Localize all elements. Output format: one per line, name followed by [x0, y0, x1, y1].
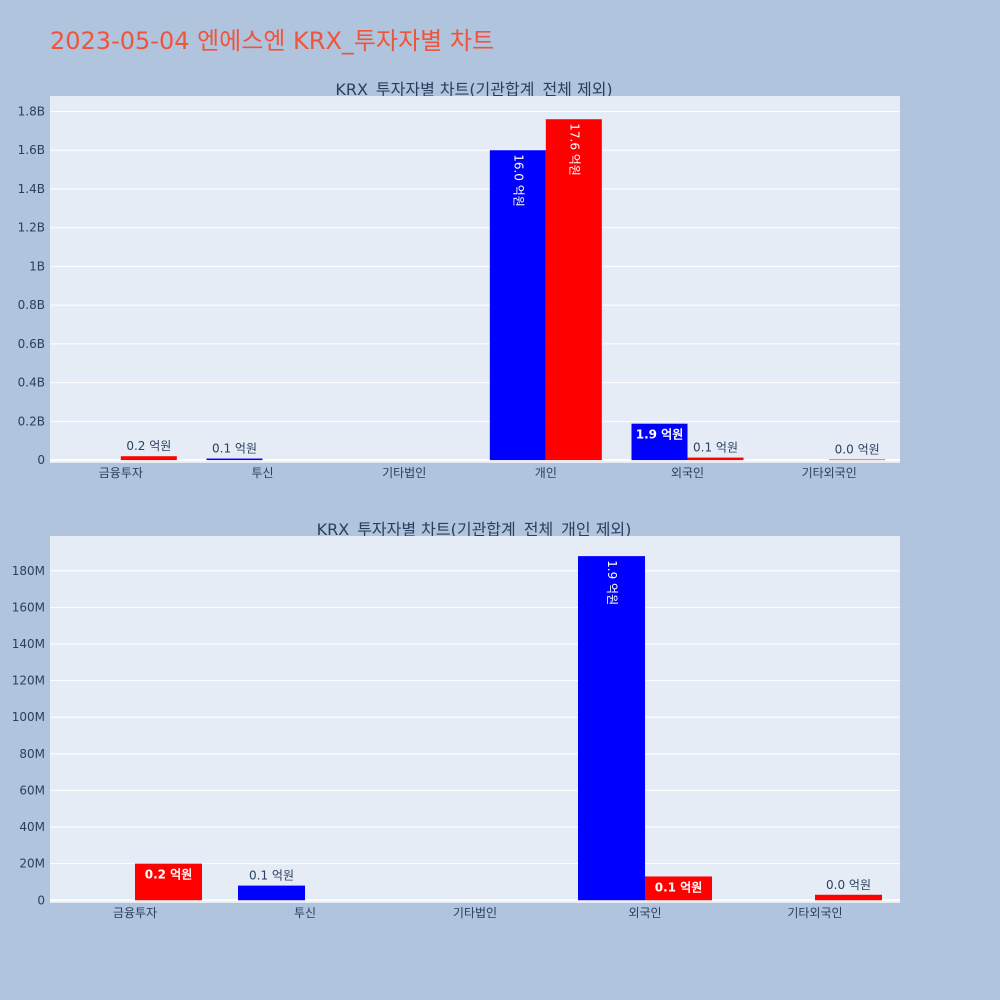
- bar-data-label: 0.1 억원: [693, 441, 738, 455]
- y-tick-label: 120M: [12, 674, 45, 688]
- y-tick-label: 1.6B: [18, 143, 45, 157]
- bar: [238, 885, 305, 901]
- y-tick-label: 20M: [19, 857, 45, 871]
- x-tick-label: 외국인: [671, 466, 704, 480]
- y-tick-label: 100M: [12, 710, 45, 724]
- y-tick-label: 1.2B: [18, 221, 45, 235]
- bar: [120, 456, 177, 461]
- y-tick-label: 0.2B: [18, 414, 45, 428]
- chart-title: KRX_투자자별 차트(기관합계_전체_개인 제외): [317, 520, 632, 540]
- x-tick-label: 금융투자: [113, 906, 157, 920]
- bar-data-label: 0.1 억원: [249, 869, 294, 883]
- bar-data-label: 0.1 억원: [212, 442, 257, 456]
- bar-data-label: 0.2 억원: [126, 439, 171, 453]
- bar: [815, 894, 882, 901]
- y-tick-label: 1B: [29, 259, 45, 273]
- bar-data-label: 1.9 억원: [636, 428, 684, 442]
- y-tick-label: 80M: [19, 747, 45, 761]
- x-tick-label: 투신: [294, 906, 316, 920]
- bar-data-label: 0.2 억원: [145, 868, 193, 882]
- y-tick-label: 0.4B: [18, 376, 45, 390]
- bar-data-label: 1.9 억원: [605, 560, 619, 605]
- x-tick-label: 외국인: [628, 906, 661, 920]
- bar: [645, 876, 712, 901]
- bar: [545, 119, 602, 461]
- bar-data-label: 0.0 억원: [835, 443, 880, 457]
- chart-panel-individual-excluded: KRX_투자자별 차트(기관합계_전체_개인 제외) 0 20M 40M 60M 80M…: [12, 520, 900, 920]
- bar: [631, 423, 688, 461]
- y-tick-label: 60M: [19, 783, 45, 797]
- plot-area: [50, 536, 900, 903]
- y-tick-label: 0: [37, 453, 45, 467]
- y-tick-label: 0: [37, 893, 45, 907]
- chart-title: KRX_투자자별 차트(기관합계_전체 제외): [335, 80, 612, 100]
- bar-data-label: 17.6 억원: [567, 123, 581, 176]
- y-tick-label: 140M: [12, 637, 45, 651]
- y-tick-label: 1.4B: [18, 182, 45, 196]
- x-tick-label: 기타법인: [453, 906, 497, 920]
- bar: [578, 556, 645, 901]
- bar: [206, 458, 263, 461]
- y-tick-label: 40M: [19, 820, 45, 834]
- chart-panel-individual-included: KRX_투자자별 차트(기관합계_전체 제외) 0 0.2B 0.4B 0.6B 0.8…: [18, 80, 900, 480]
- x-tick-label: 투신: [251, 466, 273, 480]
- bar-data-label: 0.1 억원: [655, 880, 703, 894]
- figure-title: 2023-05-04 엔에스엔 KRX_투자자별 차트: [50, 27, 494, 55]
- bar: [829, 459, 886, 461]
- y-tick-label: 160M: [12, 600, 45, 614]
- x-tick-label: 기타외국인: [787, 906, 842, 920]
- bar: [135, 863, 202, 901]
- y-tick-label: 0.6B: [18, 337, 45, 351]
- y-tick-label: 180M: [12, 564, 45, 578]
- bar: [489, 150, 546, 461]
- plot-area: [50, 96, 900, 463]
- y-tick-label: 0.8B: [18, 298, 45, 312]
- y-tick-label: 1.8B: [18, 104, 45, 118]
- x-tick-label: 금융투자: [99, 466, 143, 480]
- x-tick-label: 기타외국인: [802, 466, 857, 480]
- x-tick-label: 기타법인: [382, 466, 426, 480]
- bar-data-label: 16.0 억원: [511, 154, 525, 207]
- bar-data-label: 0.0 억원: [826, 878, 871, 892]
- bar: [687, 457, 744, 461]
- x-tick-label: 개인: [535, 466, 557, 480]
